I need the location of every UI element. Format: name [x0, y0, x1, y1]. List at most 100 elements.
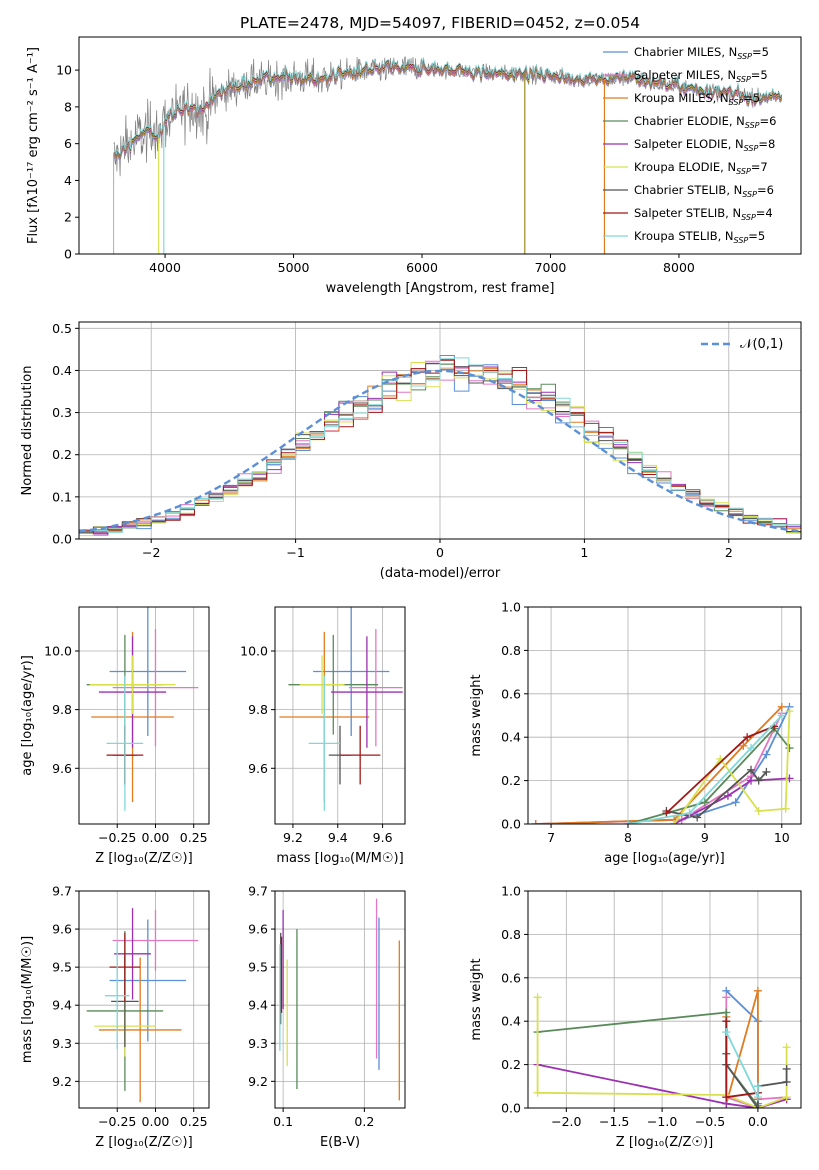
axes-spectrum: 4000 5000 6000 7000 8000 0 2 4 6 8 10 wavelength [A…: [26, 36, 802, 296]
series-point-chabrier-stelib: [782, 1077, 791, 1086]
axes-mass-vs-ebv: 0.1 0.2 9.2 9.3 9.4 9.5 9.6 9.7 E(B-V): [248, 884, 406, 1150]
series-line-chabrier-elodie: [537, 1011, 759, 1107]
x-axis-label: wavelength [Angstrom, rest frame]: [326, 281, 555, 296]
series-point-salpeter-stelib: [662, 809, 671, 818]
figure-title: PLATE=2478, MJD=54097, FIBERID=0452, z=0…: [240, 14, 640, 32]
series-line-kroupa-elodie: [536, 997, 788, 1108]
y-tick-label: 2: [64, 210, 72, 225]
plot-area: [86, 607, 199, 811]
y-tick-label: 0.0: [501, 1101, 521, 1116]
y-tick-label: 9.6: [248, 761, 268, 776]
legend-label-normal: 𝒩(0,1): [740, 337, 783, 352]
y-tick-label: 10.0: [240, 643, 268, 658]
series-point-salpeter-stelib: [722, 1093, 731, 1102]
y-tick-label: 0.4: [501, 730, 521, 745]
errorbar-salpeter-stelib: [340, 725, 381, 785]
axes-residuals: −2 −1 0 1 2 0.0 0.1 0.2 0.3 0.4 0.5 (data-model)/er…: [20, 321, 802, 581]
series-point-kroupa-elodie: [785, 707, 794, 716]
y-tick-label: 9.5: [52, 960, 72, 975]
series-point-salpeter-elodie: [747, 776, 756, 785]
x-tick-label: 0.25: [180, 1114, 208, 1129]
x-tick-label: 9.2: [283, 830, 303, 845]
x-axis-label: mass [log₁₀(M/M☉)]: [276, 851, 403, 866]
x-axis-label: Z [log₁₀(Z/Z☉)]: [95, 1135, 192, 1150]
y-tick-label: 0.5: [52, 321, 72, 336]
y-tick-label: 0.6: [501, 970, 521, 985]
x-axis-label: E(B-V): [320, 1135, 360, 1150]
x-tick-label: 9.6: [373, 830, 393, 845]
series-point-chabrier-stelib: [762, 767, 771, 776]
x-tick-label: 5000: [278, 260, 310, 275]
errorbar-chabrier-miles: [313, 607, 390, 737]
legend-label-kroupa-miles: Kroupa MILES, NSSP=5: [634, 91, 760, 107]
y-tick-label: 1.0: [501, 884, 521, 899]
x-axis-label: (data-model)/error: [380, 566, 501, 581]
y-tick-label: 9.6: [248, 922, 268, 937]
plot-area: [533, 986, 791, 1108]
series-point-kroupa-stelib: [777, 711, 786, 720]
plot-area: [279, 607, 403, 811]
series-point-kroupa-elodie: [782, 1043, 791, 1052]
legend-label-salpeter-miles: Salpeter MILES, NSSP=5: [634, 68, 768, 84]
series-line-salpeter-elodie: [537, 1063, 787, 1108]
y-tick-label: 0.2: [501, 1057, 521, 1072]
plot-area: [113, 56, 783, 254]
y-tick-label: 9.2: [248, 1074, 268, 1089]
series-line-kroupa-stelib: [627, 714, 783, 824]
y-tick-label: 0.4: [501, 1014, 521, 1029]
x-axis-label: age [log₁₀(age/yr)]: [604, 851, 725, 866]
axes-age-vs-mass: 9.2 9.4 9.6 9.6 9.8 10.0 mass [log₁₀(M/M☉)]: [240, 606, 406, 866]
series-line-salpeter-miles: [535, 712, 783, 824]
plot-area: [79, 355, 801, 539]
series-point-salpeter-stelib: [722, 1017, 731, 1026]
series-point-kroupa-stelib: [753, 1082, 762, 1091]
series-point-kroupa-elodie: [782, 1093, 791, 1102]
y-tick-label: 0: [64, 247, 72, 262]
series-point-chabrier-miles: [731, 798, 740, 807]
axes-frame: [78, 890, 210, 1109]
x-tick-label: 1: [580, 545, 588, 560]
series-point-chabrier-stelib: [747, 765, 756, 774]
y-tick-label: 0.0: [501, 817, 521, 832]
axes-frame: [274, 890, 406, 1109]
axes-mass-weight-vs-age: 7 8 9 10 0.0 0.2 0.4 0.6 0.8 1.0 age [log₁₀(age/yr…: [469, 600, 802, 866]
model-spectrum-kroupa-stelib: [113, 57, 783, 156]
y-axis-label: mass [log₁₀(M/M☉)]: [20, 936, 35, 1063]
x-tick-label: −2: [142, 545, 160, 560]
series-point-kroupa-elodie: [533, 1088, 542, 1097]
x-axis-label: Z [log₁₀(Z/Z☉)]: [616, 1135, 713, 1150]
legend: Chabrier MILES, NSSP=5 Salpeter MILES, NS…: [603, 45, 776, 245]
series-point-salpeter-elodie: [723, 791, 732, 800]
errorbar-kroupa-stelib: [106, 675, 144, 811]
y-tick-label: 9.4: [52, 998, 72, 1013]
x-tick-label: 0.00: [142, 1114, 170, 1129]
x-tick-label: −0.5: [695, 1114, 725, 1129]
y-tick-label: 6: [64, 136, 72, 151]
legend-label-salpeter-stelib: Salpeter STELIB, NSSP=4: [634, 206, 773, 222]
y-tick-label: 9.6: [52, 761, 72, 776]
series-point-kroupa-stelib: [753, 1093, 762, 1102]
series-point-kroupa-elodie: [781, 804, 790, 813]
y-tick-label: 0.2: [52, 447, 72, 462]
series-point-chabrier-stelib: [753, 1104, 762, 1108]
x-tick-label: 0.2: [354, 1114, 374, 1129]
errorbar-kroupa-stelib: [105, 942, 130, 1049]
x-tick-label: 9: [701, 830, 709, 845]
y-tick-label: 0.0: [52, 532, 72, 547]
y-tick-label: 0.1: [52, 489, 72, 504]
series-point-chabrier-elodie: [722, 1008, 731, 1017]
y-tick-label: 9.7: [248, 884, 268, 899]
series-point-salpeter-miles: [722, 993, 731, 1002]
errorbar-salpeter-miles: [112, 910, 199, 971]
series-point-chabrier-elodie: [785, 744, 794, 753]
y-tick-label: 0.8: [501, 643, 521, 658]
y-tick-label: 0.2: [501, 773, 521, 788]
histogram-kroupa-stelib: [79, 357, 801, 539]
legend-label-chabrier-elodie: Chabrier ELODIE, NSSP=6: [634, 114, 776, 130]
y-tick-label: 9.7: [52, 884, 72, 899]
legend-label-salpeter-elodie: Salpeter ELODIE, NSSP=8: [634, 137, 775, 153]
series-point-kroupa-miles: [777, 702, 786, 711]
series-point-kroupa-elodie: [670, 820, 679, 824]
